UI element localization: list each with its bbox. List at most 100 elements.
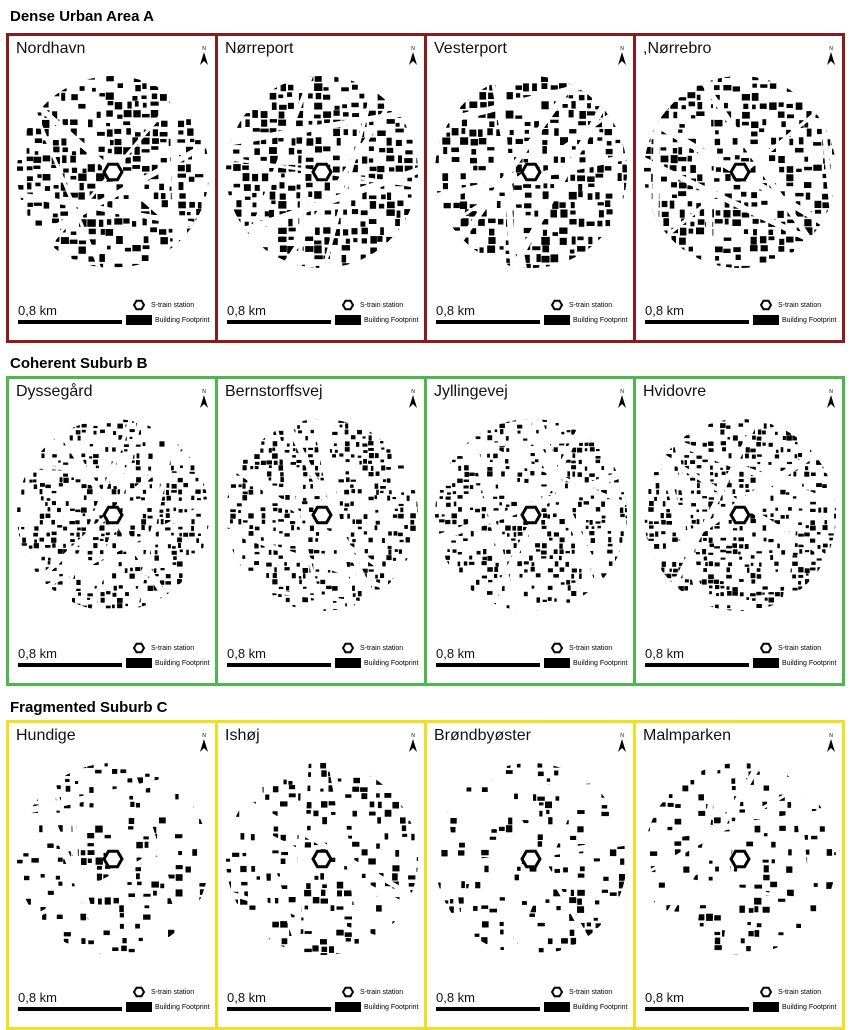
map-legend: S-train station Building Footprint [544, 985, 636, 1017]
panel-map: Nordhavn N 0,8 km S-train station Building F… [6, 33, 218, 343]
north-arrow-icon: N [826, 387, 836, 409]
station-hexagon-icon [731, 507, 749, 523]
legend-station: S-train station [335, 299, 403, 311]
panel-title: Nordhavn [16, 40, 85, 58]
svg-text:N: N [829, 389, 833, 395]
station-hexagon-icon [313, 164, 331, 180]
legend-station: S-train station [126, 986, 194, 998]
scale-bar [645, 1007, 749, 1011]
scale-label: 0,8 km [18, 303, 57, 318]
panel-title: Hundige [16, 727, 76, 745]
legend-station-label: S-train station [151, 645, 194, 652]
map-legend: S-train station Building Footprint [335, 985, 427, 1017]
station-icon [342, 299, 354, 311]
legend-footprint-label: Building Footprint [573, 1004, 627, 1011]
panel-title: Dyssegård [16, 383, 92, 401]
legend-station-label: S-train station [569, 645, 612, 652]
station-icon [133, 986, 145, 998]
legend-station-label: S-train station [569, 302, 612, 309]
legend-station: S-train station [753, 986, 821, 998]
panel-title: Bernstorffsvej [225, 383, 323, 401]
north-arrow-icon: N [199, 731, 209, 753]
legend-footprint: Building Footprint [544, 315, 627, 325]
scale-bar [436, 663, 540, 667]
panel-title: Vesterport [434, 40, 507, 58]
scale-label: 0,8 km [645, 646, 684, 661]
station-icon [133, 299, 145, 311]
legend-station-label: S-train station [360, 302, 403, 309]
legend-footprint-label: Building Footprint [782, 317, 836, 324]
legend-station-label: S-train station [360, 645, 403, 652]
footprint-map [642, 74, 838, 270]
legend-footprint-label: Building Footprint [155, 1004, 209, 1011]
footprint-swatch [753, 1002, 779, 1012]
station-hexagon-icon [104, 851, 122, 867]
panel-title: Jyllingevej [434, 383, 508, 401]
scale-label: 0,8 km [436, 990, 475, 1005]
legend-station: S-train station [753, 642, 821, 654]
station-hexagon-icon [104, 507, 122, 523]
legend-station: S-train station [544, 299, 612, 311]
scale-label: 0,8 km [645, 990, 684, 1005]
footprint-swatch [126, 658, 152, 668]
legend-footprint: Building Footprint [335, 658, 418, 668]
panel-title: Hvidovre [643, 383, 706, 401]
scale-label: 0,8 km [227, 303, 266, 318]
footprint-swatch [335, 315, 361, 325]
legend-station-label: S-train station [360, 989, 403, 996]
footprint-swatch [544, 658, 570, 668]
footprint-swatch [126, 315, 152, 325]
map-legend: S-train station Building Footprint [335, 298, 427, 330]
station-icon [551, 642, 563, 654]
legend-station: S-train station [753, 299, 821, 311]
footprint-swatch [335, 1002, 361, 1012]
station-hexagon-icon [522, 851, 540, 867]
north-arrow-icon: N [408, 44, 418, 66]
svg-text:N: N [620, 733, 624, 739]
footprint-map [224, 761, 420, 957]
footprint-map [642, 417, 838, 613]
legend-station: S-train station [126, 299, 194, 311]
panel-map: Hundige N 0,8 km S-train station Building Fo… [6, 720, 218, 1030]
svg-text:N: N [829, 733, 833, 739]
scale-label: 0,8 km [227, 646, 266, 661]
legend-footprint-label: Building Footprint [155, 660, 209, 667]
legend-station-label: S-train station [569, 989, 612, 996]
legend-station: S-train station [544, 986, 612, 998]
station-hexagon-icon [731, 851, 749, 867]
station-hexagon-icon [104, 164, 122, 180]
station-hexagon-icon [731, 164, 749, 180]
legend-station: S-train station [335, 642, 403, 654]
panel-title: Brøndbyøster [434, 727, 531, 745]
legend-footprint-label: Building Footprint [573, 660, 627, 667]
svg-text:N: N [202, 46, 206, 52]
station-icon [760, 642, 772, 654]
legend-footprint-label: Building Footprint [573, 317, 627, 324]
station-icon [551, 299, 563, 311]
legend-footprint: Building Footprint [335, 315, 418, 325]
panel-title: ,Nørrebro [643, 40, 711, 58]
station-hexagon-icon [313, 851, 331, 867]
legend-footprint: Building Footprint [753, 315, 836, 325]
station-hexagon-icon [522, 507, 540, 523]
footprint-swatch [753, 315, 779, 325]
north-arrow-icon: N [199, 387, 209, 409]
scale-label: 0,8 km [18, 990, 57, 1005]
map-legend: S-train station Building Footprint [753, 298, 845, 330]
scale-bar [436, 320, 540, 324]
legend-footprint-label: Building Footprint [364, 1004, 418, 1011]
legend-footprint-label: Building Footprint [155, 317, 209, 324]
legend-footprint: Building Footprint [544, 658, 627, 668]
north-arrow-icon: N [408, 731, 418, 753]
legend-footprint: Building Footprint [753, 1002, 836, 1012]
legend-footprint-label: Building Footprint [364, 660, 418, 667]
footprint-swatch [753, 658, 779, 668]
scale-label: 0,8 km [436, 303, 475, 318]
legend-footprint: Building Footprint [126, 1002, 209, 1012]
scale-bar [18, 663, 122, 667]
